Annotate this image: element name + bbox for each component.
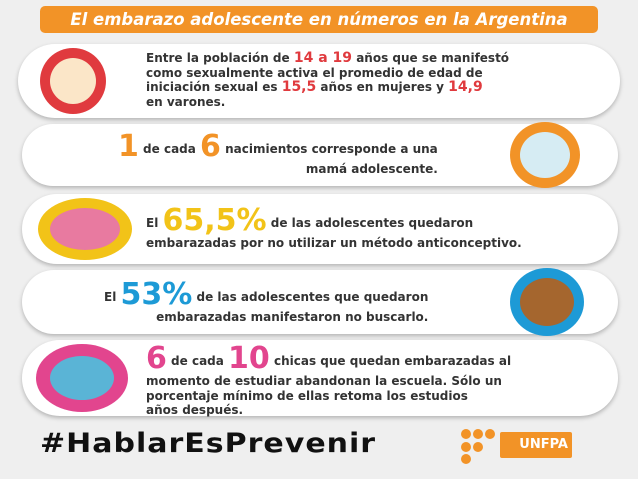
text-segment: años después. <box>146 403 244 417</box>
text-segment: chicas que quedan embarazadas al <box>269 354 512 368</box>
text-segment: 65,5% <box>162 203 267 238</box>
text-segment: de cada <box>166 354 229 368</box>
text-segment: porcentaje mínimo de ellas retoma los es… <box>146 388 468 403</box>
logo-symbol <box>461 429 495 464</box>
text-segment: de las adolescentes que quedaron <box>192 290 429 304</box>
text-segment: El <box>104 290 121 304</box>
text-segment: 53% <box>120 277 193 312</box>
text-segment: 1 <box>118 129 139 164</box>
text-segment: momento de estudiar abandonan la escuela… <box>146 374 502 388</box>
card <box>18 44 620 118</box>
icon <box>40 48 106 114</box>
text-segment: de las adolescentes quedaron <box>266 216 474 230</box>
icon <box>510 268 584 336</box>
text-segment: de cada <box>138 142 201 156</box>
text-segment: embarazadas manifestaron no buscarlo. <box>156 310 429 324</box>
icon <box>36 344 128 412</box>
logo: UNFPA <box>500 432 572 458</box>
card-text: 1 de cada 6 nacimientos corresponde a un… <box>118 132 438 177</box>
text-segment: como sexualmente activa el promedio de e… <box>146 65 483 80</box>
icon <box>510 122 580 188</box>
text-segment: en varones. <box>146 94 226 109</box>
text-segment: nacimientos corresponde a una <box>220 142 438 156</box>
card-text: El 53% de las adolescentes que quedaron … <box>104 280 428 325</box>
text-segment: embarazadas por no utilizar un método an… <box>146 236 522 250</box>
text-segment: Entre la población de <box>146 51 294 65</box>
text-segment: 14 a 19 <box>293 50 353 66</box>
hashtag: #HablarEsPrevenir <box>40 427 377 460</box>
text-segment: 6 <box>146 341 167 376</box>
text-segment: 14,9 <box>448 79 483 95</box>
text-segment: 10 <box>228 341 270 376</box>
text-segment: 15,5 <box>281 79 317 95</box>
text-segment: años en mujeres y <box>316 80 449 94</box>
icon <box>38 198 132 260</box>
text-segment: iniciación sexual es <box>146 80 282 94</box>
card-text: 6 de cada 10 chicas que quedan embarazad… <box>146 344 511 418</box>
text-segment: mamá adolescente. <box>305 162 438 176</box>
text-segment: años que se manifestó <box>352 51 510 65</box>
card-text: El 65,5% de las adolescentes quedaron em… <box>146 206 522 251</box>
text-segment: El <box>146 216 163 230</box>
text-segment: 6 <box>200 129 221 164</box>
card-text: Entre la población de 14 a 19 años que s… <box>146 51 509 109</box>
title: El embarazo adolescente en números en la… <box>40 6 598 33</box>
